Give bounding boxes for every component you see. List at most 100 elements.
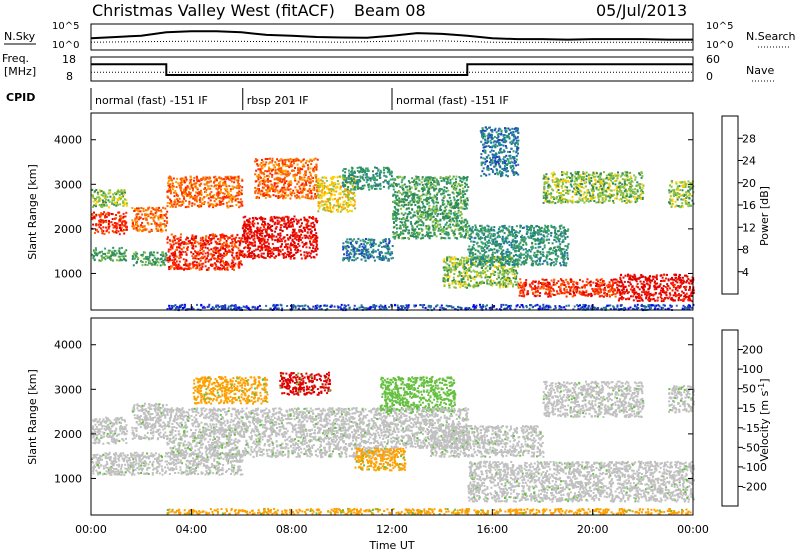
scatter-cell xyxy=(100,212,103,215)
scatter-cell xyxy=(420,227,423,230)
scatter-cell xyxy=(415,200,418,203)
scatter-cell xyxy=(428,188,431,191)
scatter-cell xyxy=(243,234,246,237)
scatter-cell xyxy=(106,212,108,215)
scatter-cell xyxy=(220,188,222,191)
scatter-cell xyxy=(458,190,461,193)
scatter-cell xyxy=(122,212,125,215)
scatter-cell xyxy=(271,238,274,241)
scatter-cell xyxy=(231,198,234,201)
scatter-cell xyxy=(292,175,295,178)
scatter-cell xyxy=(91,214,94,217)
scatter-cell xyxy=(412,214,415,217)
scatter-cell xyxy=(351,259,354,262)
scatter-cell xyxy=(223,188,226,190)
scatter-cell xyxy=(308,188,311,190)
scatter-cell xyxy=(309,173,312,176)
scatter-cell xyxy=(199,178,202,181)
scatter-cell xyxy=(204,261,207,264)
scatter-cell xyxy=(302,195,305,198)
scatter-cell xyxy=(169,267,172,270)
scatter-cell xyxy=(401,223,404,226)
nave-right-tick-bottom: 0 xyxy=(706,70,713,83)
scatter-cell xyxy=(278,196,281,199)
scatter-cell xyxy=(97,252,100,255)
scatter-cell xyxy=(306,226,309,229)
scatter-cell xyxy=(300,176,303,179)
scatter-cell xyxy=(273,249,276,252)
scatter-cell xyxy=(304,180,307,183)
scatter-cell xyxy=(133,210,136,212)
scatter-cell xyxy=(284,176,287,179)
scatter-cell xyxy=(150,230,153,232)
scatter-cell xyxy=(354,188,357,191)
scatter-cell xyxy=(339,175,342,178)
scatter-cell xyxy=(246,250,249,253)
scatter-cell xyxy=(241,250,244,253)
scatter-cell xyxy=(471,276,474,279)
scatter-cell xyxy=(92,254,95,257)
scatter-cell xyxy=(408,185,411,188)
scatter-cell xyxy=(319,201,322,204)
scatter-cell xyxy=(406,213,409,216)
scatter-cell xyxy=(220,245,223,248)
scatter-cell xyxy=(294,233,297,236)
scatter-cell xyxy=(496,267,498,270)
scatter-cell xyxy=(190,237,193,240)
scatter-cell xyxy=(242,255,245,258)
scatter-cell xyxy=(193,237,196,240)
scatter-cell xyxy=(186,193,189,196)
scatter-cell xyxy=(160,209,162,212)
scatter-cell xyxy=(220,201,222,203)
scatter-cell xyxy=(281,229,284,232)
scatter-cell xyxy=(125,199,128,202)
scatter-cell xyxy=(261,167,264,170)
scatter-cell xyxy=(111,230,114,233)
scatter-cell xyxy=(247,246,250,249)
scatter-cell xyxy=(249,237,251,240)
scatter-cell xyxy=(218,257,220,260)
scatter-cell xyxy=(163,219,166,222)
scatter-cell xyxy=(420,224,422,227)
scatter-cell xyxy=(443,258,446,261)
scatter-cell xyxy=(182,246,185,249)
scatter-cell xyxy=(196,265,199,268)
scatter-cell xyxy=(469,275,472,278)
scatter-cell xyxy=(181,194,184,197)
scatter-cell xyxy=(192,239,195,241)
scatter-cell xyxy=(238,241,241,244)
scatter-cell xyxy=(439,226,442,228)
scatter-cell xyxy=(279,217,282,220)
scatter-cell xyxy=(282,216,285,219)
scatter-cell xyxy=(453,213,456,216)
scatter-cell xyxy=(181,203,184,206)
scatter-cell xyxy=(464,198,467,201)
scatter-cell xyxy=(207,267,210,269)
scatter-cell xyxy=(205,194,208,197)
scatter-cell xyxy=(287,220,290,223)
scatter-cell xyxy=(173,253,176,256)
scatter-cell xyxy=(255,234,258,237)
scatter-cell xyxy=(336,180,339,182)
scatter-cell xyxy=(166,205,169,208)
scatter-cell xyxy=(337,208,339,211)
scatter-cell xyxy=(453,266,455,269)
scatter-cell xyxy=(210,258,213,261)
scatter-cell xyxy=(319,182,321,185)
scatter-cell xyxy=(259,238,262,241)
scatter-cell xyxy=(190,178,193,181)
scatter-cell xyxy=(398,227,401,230)
scatter-cell xyxy=(305,242,308,245)
scatter-cell xyxy=(240,202,243,205)
scatter-cell xyxy=(360,258,363,261)
scatter-cell xyxy=(345,245,348,248)
scatter-cell xyxy=(100,219,103,222)
scatter-cell xyxy=(270,255,273,257)
scatter-cell xyxy=(215,247,218,250)
scatter-cell xyxy=(293,257,296,260)
scatter-cell xyxy=(218,186,221,189)
scatter-cell xyxy=(507,282,510,285)
scatter-cell xyxy=(309,240,311,243)
scatter-cell xyxy=(103,203,106,206)
scatter-cell xyxy=(142,253,144,256)
